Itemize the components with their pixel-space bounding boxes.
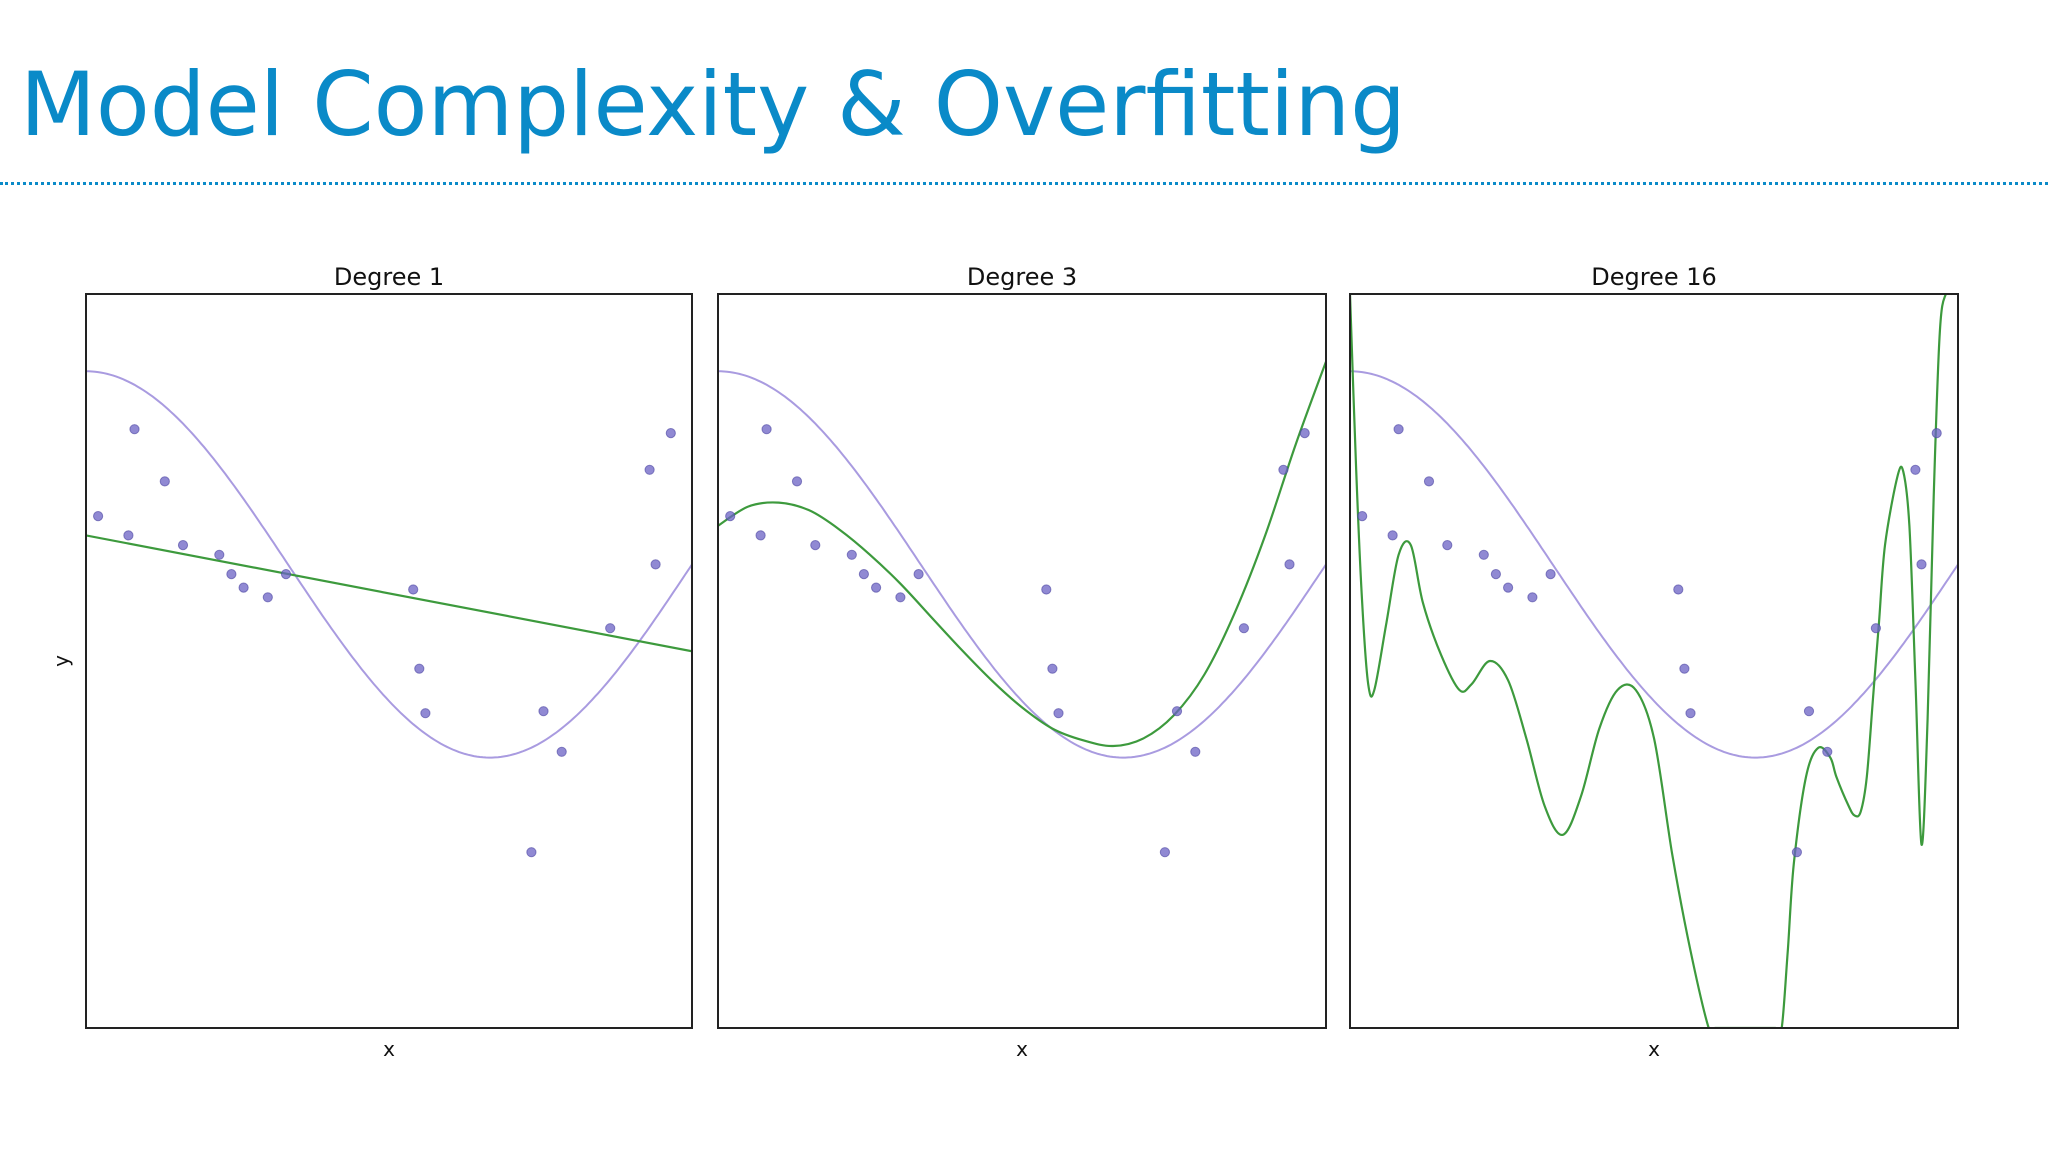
sample-point <box>1423 476 1435 487</box>
panel-title: Degree 3 <box>967 263 1077 291</box>
sample-point <box>1490 569 1502 580</box>
sample-point <box>1284 559 1295 570</box>
sample-point <box>895 592 906 603</box>
sample-point <box>129 424 140 435</box>
sample-point <box>1685 708 1696 719</box>
sample-point <box>1503 582 1514 593</box>
sample-point <box>1527 592 1538 603</box>
sample-point <box>226 569 237 580</box>
sample-point <box>1278 464 1289 475</box>
sample-point <box>1916 559 1927 570</box>
sample-point <box>1870 623 1882 634</box>
sample-point <box>1190 746 1201 757</box>
sample-point <box>1387 530 1398 541</box>
sample-point <box>177 540 189 551</box>
sample-point <box>1171 706 1183 717</box>
sample-point <box>238 582 249 593</box>
fit-line-degree-1 <box>86 534 692 653</box>
sample-point <box>420 708 431 719</box>
sample-point <box>871 582 882 593</box>
sample-point <box>1791 847 1803 858</box>
sample-point <box>1478 549 1489 560</box>
sample-point <box>414 663 425 674</box>
axes-frame <box>85 293 693 1029</box>
sample-point <box>1393 424 1404 435</box>
fit-line-degree-3 <box>718 361 1326 748</box>
axes-frame <box>1349 293 1959 1029</box>
sample-point <box>159 476 170 487</box>
sample-point <box>1442 540 1453 551</box>
sample-point <box>665 428 676 439</box>
sample-point <box>1047 663 1058 674</box>
sample-point <box>526 847 537 858</box>
x-axis-label: x <box>1648 1037 1660 1061</box>
slide-title: Model Complexity & Overfitting <box>20 53 1406 156</box>
sample-point <box>1803 706 1815 717</box>
sample-point <box>1679 663 1690 674</box>
sample-point <box>1053 708 1064 719</box>
sample-point <box>605 623 616 634</box>
plot-area <box>86 370 692 858</box>
sample-point <box>1299 428 1310 439</box>
sample-point <box>556 746 567 757</box>
sample-point <box>538 706 549 717</box>
sample-point <box>123 530 134 541</box>
sample-point <box>262 592 273 603</box>
sample-point <box>650 559 661 570</box>
sample-point <box>408 584 419 595</box>
sample-point <box>858 569 870 580</box>
sample-point <box>810 540 821 551</box>
true-function-line <box>86 370 692 759</box>
sample-point <box>1931 428 1942 439</box>
sample-point <box>846 549 857 560</box>
fit-line-degree-16 <box>1350 294 1952 1028</box>
axes-frame <box>717 293 1327 1029</box>
sample-point <box>791 476 803 487</box>
sample-point <box>1910 464 1921 475</box>
sample-point <box>214 549 225 560</box>
sample-point <box>1159 847 1171 858</box>
true-function-line <box>1350 370 1958 759</box>
panel-1: Degree 1 x y <box>49 263 693 1061</box>
sample-point <box>644 464 655 475</box>
plot-area <box>1350 294 1958 1028</box>
title-divider <box>0 182 2048 185</box>
sample-point <box>1545 569 1556 580</box>
sample-point <box>93 510 104 522</box>
panel-2: Degree 3 x <box>717 263 1327 1061</box>
sample-point <box>1238 623 1250 634</box>
x-axis-label: x <box>1016 1037 1028 1061</box>
sample-point <box>755 530 766 541</box>
sample-point <box>761 424 772 435</box>
sample-point <box>1673 584 1684 595</box>
plot-area <box>718 361 1326 858</box>
sample-point <box>280 569 292 580</box>
panel-title: Degree 16 <box>1591 263 1717 291</box>
sample-point <box>1041 584 1052 595</box>
sample-point <box>725 510 736 522</box>
true-function-line <box>718 370 1326 759</box>
x-axis-label: x <box>383 1037 395 1061</box>
sample-point <box>1357 510 1368 522</box>
panel-title: Degree 1 <box>334 263 444 291</box>
y-axis-label: y <box>49 655 73 667</box>
sample-point <box>913 569 924 580</box>
panel-3: Degree 16 x <box>1349 263 1959 1061</box>
sample-point <box>1822 746 1833 757</box>
